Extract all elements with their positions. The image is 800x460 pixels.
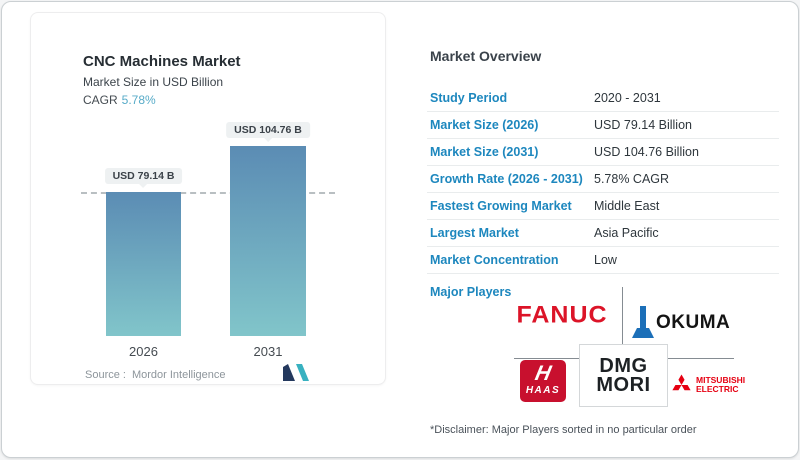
chart-title: CNC Machines Market	[83, 53, 241, 70]
row-value: USD 79.14 Billion	[594, 118, 692, 132]
cagr-value: 5.78%	[121, 93, 156, 107]
mitsubishi-wordmark-line1: MITSUBISHI	[696, 375, 746, 385]
row-value: Low	[594, 253, 617, 267]
dmg-wordmark-line1: DMG	[599, 354, 648, 377]
overview-table: Study Period 2020 - 2031 Market Size (20…	[427, 85, 779, 274]
dmg-wordmark-line2: MORI	[596, 373, 651, 396]
mitsubishi-wordmark-line2: ELECTRIC	[696, 384, 739, 394]
row-label: Largest Market	[430, 226, 519, 240]
haas-wordmark: HAAS	[525, 385, 561, 396]
row-value: Middle East	[594, 199, 660, 213]
row-value: Asia Pacific	[594, 226, 659, 240]
bar-2031: USD 104.76 B	[226, 122, 310, 336]
haas-h-glyph: H	[533, 362, 554, 385]
cagr-line: CAGR 5.78%	[83, 93, 156, 107]
source-name: Mordor Intelligence	[131, 369, 226, 381]
fanuc-logo: FANUC	[516, 301, 608, 329]
okuma-mark-icon	[632, 306, 654, 338]
okuma-logo: OKUMA	[632, 305, 730, 339]
bar-value-text-2026: USD 79.14 B	[112, 170, 175, 182]
major-players-label: Major Players	[430, 285, 512, 299]
chart-subtitle: Market Size in USD Billion	[83, 75, 224, 89]
mitsubishi-diamonds-icon	[672, 374, 691, 391]
mordor-intelligence-logo-icon	[283, 364, 309, 381]
bar-2026: USD 79.14 B	[104, 168, 183, 336]
source-label: Source :	[85, 369, 126, 381]
row-label: Market Concentration	[430, 253, 559, 267]
okuma-wordmark: OKUMA	[656, 312, 731, 333]
x-axis-label-2031: 2031	[253, 344, 283, 359]
logo-tree-vertical-line	[622, 287, 623, 344]
dmg-mori-logo: DMG MORI	[579, 344, 668, 407]
row-value: 2020 - 2031	[594, 91, 661, 105]
table-row: Largest Market Asia Pacific	[427, 220, 779, 247]
market-size-chart-card: CNC Machines Market Market Size in USD B…	[30, 12, 386, 385]
pill-pointer	[139, 184, 148, 188]
market-overview-panel: Market Overview Study Period 2020 - 2031…	[412, 2, 792, 457]
overview-title: Market Overview	[430, 48, 542, 64]
pill-pointer	[263, 138, 272, 142]
cagr-label: CAGR	[83, 93, 118, 107]
bar-value-text-2031: USD 104.76 B	[234, 124, 302, 136]
bar-value-label-2031: USD 104.76 B	[226, 122, 310, 142]
row-value: USD 104.76 Billion	[594, 145, 699, 159]
row-label: Fastest Growing Market	[430, 199, 572, 213]
disclaimer-text: *Disclaimer: Major Players sorted in no …	[430, 424, 697, 436]
row-value: 5.78% CAGR	[594, 172, 670, 186]
bar-value-label-2026: USD 79.14 B	[104, 168, 183, 188]
table-row: Fastest Growing Market Middle East	[427, 193, 779, 220]
row-label: Market Size (2031)	[430, 145, 539, 159]
x-axis-label-2026: 2026	[129, 344, 158, 359]
table-row: Market Size (2031) USD 104.76 Billion	[427, 139, 779, 166]
mitsubishi-wordmark: MITSUBISHI ELECTRIC	[696, 376, 745, 394]
row-label: Market Size (2026)	[430, 118, 539, 132]
table-row: Study Period 2020 - 2031	[427, 85, 779, 112]
mitsubishi-electric-logo: MITSUBISHI ELECTRIC	[670, 374, 745, 396]
row-label: Growth Rate (2026 - 2031)	[430, 172, 583, 186]
table-row: Growth Rate (2026 - 2031) 5.78% CAGR	[427, 166, 779, 193]
source-attribution: Source : Mordor Intelligence	[85, 369, 226, 381]
reference-dashed-line	[81, 192, 335, 194]
table-row: Market Size (2026) USD 79.14 Billion	[427, 112, 779, 139]
row-label: Study Period	[430, 91, 508, 105]
haas-logo: H HAAS	[520, 360, 566, 402]
table-row: Market Concentration Low	[427, 247, 779, 274]
